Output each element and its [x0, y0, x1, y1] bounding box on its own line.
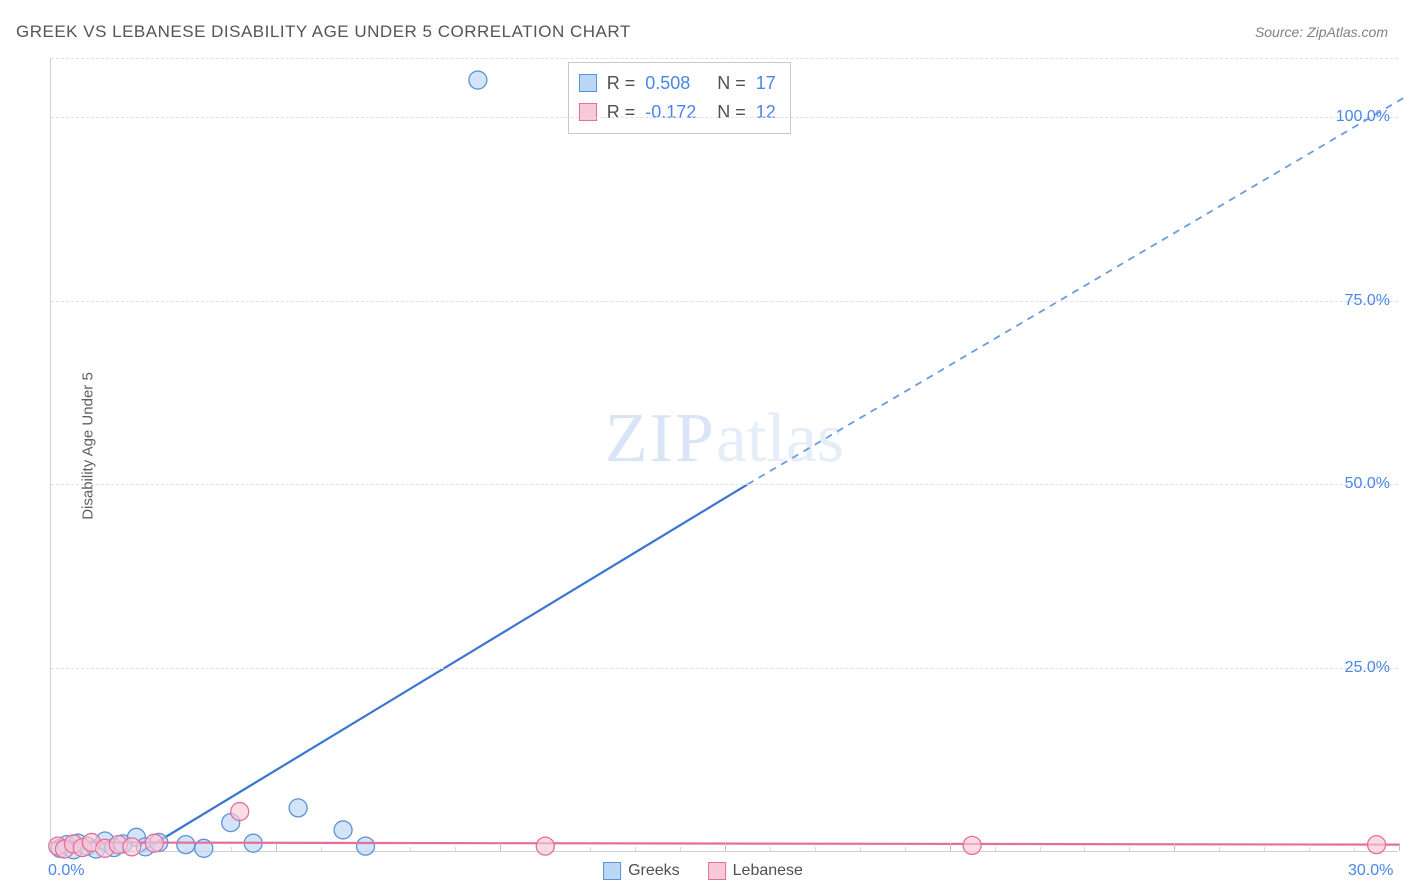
x-tick-minor	[1219, 847, 1220, 851]
x-tick-minor	[1084, 847, 1085, 851]
gridline	[51, 58, 1398, 59]
y-tick-label: 100.0%	[1336, 108, 1390, 126]
x-tick-minor	[770, 847, 771, 851]
x-tick-minor	[141, 847, 142, 851]
x-axis-min-label: 0.0%	[48, 862, 84, 880]
x-tick-minor	[1264, 847, 1265, 851]
stat-r-value: -0.172	[645, 98, 707, 127]
x-tick-minor	[590, 847, 591, 851]
stats-row: R = 0.508 N = 17	[579, 69, 776, 98]
legend-item: Greeks	[603, 862, 680, 880]
data-point	[289, 799, 307, 817]
gridline	[51, 484, 1398, 485]
x-tick-major	[1399, 843, 1400, 851]
gridline	[51, 301, 1398, 302]
legend-label: Lebanese	[733, 862, 803, 880]
x-tick-minor	[96, 847, 97, 851]
x-tick-minor	[815, 847, 816, 851]
x-tick-minor	[321, 847, 322, 851]
x-tick-major	[51, 843, 52, 851]
x-tick-minor	[860, 847, 861, 851]
x-tick-minor	[410, 847, 411, 851]
y-tick-label: 25.0%	[1345, 659, 1390, 677]
stat-n-value: 17	[756, 69, 776, 98]
stats-box: R = 0.508 N = 17 R = -0.172 N = 12	[568, 62, 791, 134]
x-tick-minor	[231, 847, 232, 851]
x-axis-max-label: 30.0%	[1348, 862, 1393, 880]
x-tick-minor	[1309, 847, 1310, 851]
legend-swatch	[579, 74, 597, 92]
x-tick-minor	[1354, 847, 1355, 851]
x-tick-minor	[186, 847, 187, 851]
stat-r-label: R =	[607, 69, 636, 98]
x-tick-minor	[995, 847, 996, 851]
stat-n-value: 12	[756, 98, 776, 127]
data-point	[1368, 836, 1386, 854]
x-tick-minor	[635, 847, 636, 851]
legend-swatch	[579, 103, 597, 121]
x-tick-minor	[680, 847, 681, 851]
x-tick-major	[500, 843, 501, 851]
x-tick-major	[725, 843, 726, 851]
legend-label: Greeks	[628, 862, 680, 880]
stat-r-value: 0.508	[645, 69, 707, 98]
legend-item: Lebanese	[708, 862, 803, 880]
stats-row: R = -0.172 N = 12	[579, 98, 776, 127]
source-attribution: Source: ZipAtlas.com	[1255, 24, 1388, 40]
chart-container: GREEK VS LEBANESE DISABILITY AGE UNDER 5…	[0, 0, 1406, 892]
x-tick-major	[950, 843, 951, 851]
stat-r-label: R =	[607, 98, 636, 127]
legend: Greeks Lebanese	[603, 862, 803, 880]
stat-n-label: N =	[717, 98, 746, 127]
legend-swatch	[603, 862, 621, 880]
data-point	[123, 838, 141, 856]
x-tick-minor	[1040, 847, 1041, 851]
x-tick-minor	[905, 847, 906, 851]
y-tick-label: 50.0%	[1345, 475, 1390, 493]
x-tick-minor	[545, 847, 546, 851]
chart-title: GREEK VS LEBANESE DISABILITY AGE UNDER 5…	[16, 22, 631, 42]
y-tick-label: 75.0%	[1345, 292, 1390, 310]
x-tick-major	[276, 843, 277, 851]
data-point	[334, 821, 352, 839]
stat-n-label: N =	[717, 69, 746, 98]
data-point	[963, 836, 981, 854]
gridline	[51, 117, 1398, 118]
plot-svg	[51, 58, 1398, 851]
data-point	[469, 71, 487, 89]
data-point	[231, 803, 249, 821]
x-tick-minor	[1129, 847, 1130, 851]
gridline	[51, 668, 1398, 669]
plot-area: ZIPatlas R = 0.508N = 17R = -0.172N = 12…	[50, 58, 1398, 852]
x-tick-major	[1174, 843, 1175, 851]
legend-swatch	[708, 862, 726, 880]
x-tick-minor	[366, 847, 367, 851]
x-tick-minor	[455, 847, 456, 851]
regression-line-dashed	[747, 87, 1406, 484]
data-point	[145, 834, 163, 852]
